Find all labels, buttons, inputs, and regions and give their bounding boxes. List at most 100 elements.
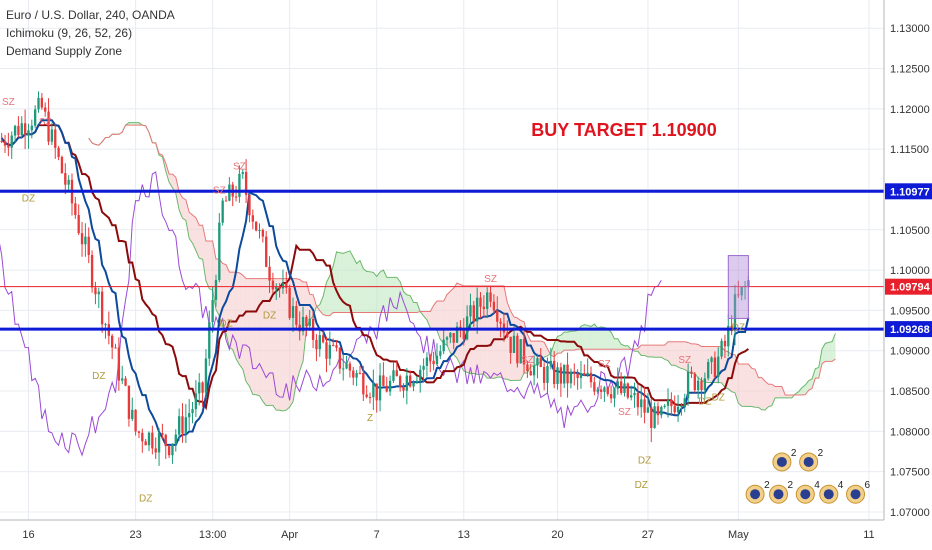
legend-symbol[interactable]: Euro / U.S. Dollar, 240, OANDA	[6, 8, 175, 22]
candle-body-27	[90, 255, 94, 288]
candle-body-110	[368, 396, 372, 398]
candle-body-149	[499, 321, 502, 324]
candle-body-170	[569, 371, 573, 384]
cloud-segment-107	[443, 294, 448, 346]
candle-body-16	[54, 129, 57, 148]
candle-body-8	[27, 130, 30, 135]
zone-label-15: DZ	[635, 480, 648, 491]
cloud-segment-183	[698, 344, 702, 381]
cloud-segment-166	[641, 345, 645, 356]
x-tick-label-3: Apr	[281, 529, 298, 541]
candle-body-201	[673, 406, 676, 413]
legend-demand-supply[interactable]: Demand Supply Zone	[6, 44, 123, 58]
candle-body-61	[204, 358, 208, 393]
candle-body-173	[579, 373, 583, 378]
candle-body-86	[288, 287, 291, 319]
cloud-segment-55	[269, 278, 273, 406]
event-count-5: 4	[838, 480, 844, 491]
candle-body-181	[606, 387, 609, 395]
candle-body-144	[482, 306, 486, 309]
candle-body-187	[626, 383, 630, 398]
candle-body-65	[218, 222, 221, 281]
candle-body-109	[365, 394, 368, 397]
candle-body-78	[261, 230, 265, 237]
candle-body-145	[486, 292, 489, 309]
buy-target-annotation: BUY TARGET 1.10900	[531, 120, 716, 140]
candle-body-51	[171, 443, 174, 456]
cloud-segment-124	[500, 285, 504, 379]
candle-body-116	[388, 380, 392, 392]
candle-body-84	[281, 283, 285, 289]
senkou-span-a	[88, 122, 836, 412]
candle-body-53	[177, 416, 181, 435]
cloud-segment-52	[259, 278, 263, 402]
x-tick-label-7: 27	[642, 529, 654, 541]
level-tag-bg-0	[885, 183, 932, 200]
candle-body-79	[265, 236, 268, 267]
zone-label-7: DZ	[219, 319, 232, 330]
candle-body-142	[475, 297, 479, 322]
candle-body-157	[526, 364, 529, 372]
candle-body-18	[60, 156, 64, 174]
ichimoku-cloud	[88, 122, 836, 412]
cloud-segment-104	[433, 301, 437, 331]
cloud-segment-198	[748, 364, 752, 407]
event-count-3: 2	[788, 480, 794, 491]
candle-body-50	[167, 446, 171, 456]
candle-body-3	[10, 135, 13, 148]
cloud-segment-78	[346, 250, 350, 313]
candle-body-208	[696, 380, 700, 391]
cloud-segment-101	[423, 311, 427, 320]
cloud-segment-92	[393, 277, 397, 313]
cloud-segment-79	[349, 250, 354, 313]
cloud-segment-169	[651, 345, 655, 358]
y-tick-label-10: 1.08000	[890, 426, 930, 438]
cloud-segment-58	[279, 278, 283, 411]
level-tag-bg-1	[885, 321, 932, 338]
cloud-segment-96	[406, 294, 411, 313]
zone-label-0: SZ	[2, 97, 15, 108]
candle-body-210	[703, 378, 707, 391]
cloud-segment-216	[808, 378, 813, 391]
cloud-segment-53	[262, 278, 267, 406]
cloud-segment-174	[668, 341, 672, 366]
candle-body-58	[194, 393, 198, 410]
legend-ichimoku[interactable]: Ichimoku (9, 26, 52, 26)	[6, 26, 133, 40]
cloud-segment-49	[249, 278, 253, 395]
candle-body-213	[713, 357, 717, 377]
candle-body-26	[87, 236, 90, 256]
candle-body-174	[583, 373, 586, 376]
candle-body-131	[439, 351, 442, 356]
candle-body-195	[653, 406, 656, 428]
candle-body-143	[479, 297, 482, 307]
candle-body-184	[616, 381, 619, 389]
cloud-segment-37	[209, 241, 213, 291]
candle-body-194	[650, 407, 653, 428]
candle-body-191	[640, 399, 643, 408]
candle-body-115	[385, 385, 388, 392]
y-axis-panel	[884, 0, 932, 550]
cloud-segment-178	[681, 341, 685, 370]
cloud-segment-148	[580, 324, 585, 350]
candle-body-155	[519, 339, 522, 364]
candle-body-198	[663, 405, 666, 407]
y-tick-label-6: 1.10000	[890, 265, 930, 277]
cloud-segment-70	[319, 296, 324, 315]
candle-body-119	[398, 376, 402, 387]
candle-body-122	[409, 375, 412, 387]
candle-body-135	[452, 332, 455, 343]
candle-body-45	[151, 432, 154, 449]
candle-body-77	[258, 230, 261, 232]
candle-body-127	[425, 357, 429, 366]
candle-body-154	[516, 335, 519, 364]
cloud-segment-222	[828, 341, 833, 362]
candle-body-13	[44, 107, 47, 112]
candle-body-10	[33, 109, 37, 126]
candle-body-25	[84, 236, 87, 245]
event-count-0: 2	[791, 448, 797, 459]
cloud-segment-109	[450, 288, 454, 355]
event-icon-core-1	[803, 456, 814, 467]
candle-body-220	[737, 294, 740, 296]
candle-body-49	[164, 434, 167, 447]
